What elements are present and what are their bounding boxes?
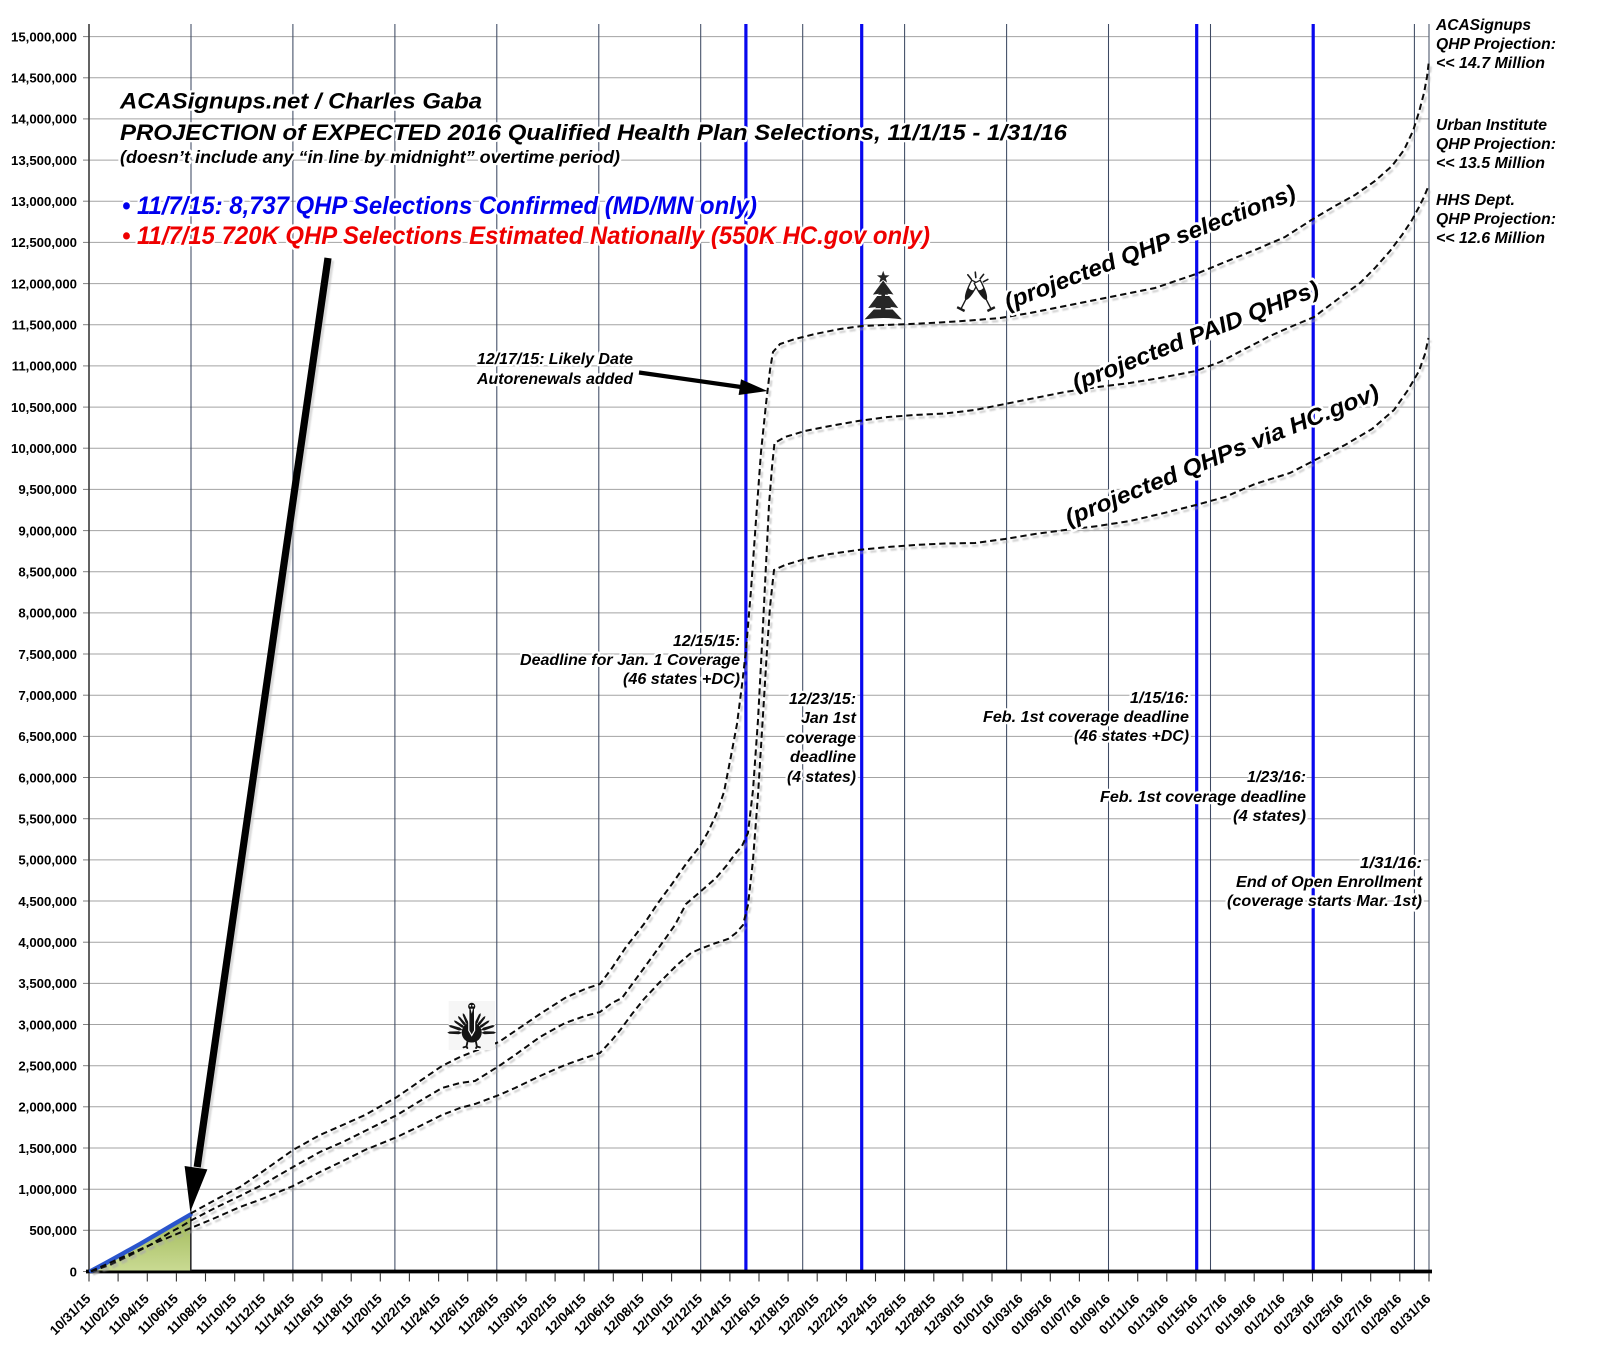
svg-text:1/31/16:: 1/31/16: <box>1360 855 1422 872</box>
svg-text:Deadline for Jan. 1 Coverage: Deadline for Jan. 1 Coverage <box>520 652 740 669</box>
svg-text:(coverage starts Mar. 1st): (coverage starts Mar. 1st) <box>1227 893 1422 910</box>
svg-text:10,500,000: 10,500,000 <box>11 400 77 415</box>
svg-text:Feb. 1st coverage deadline: Feb. 1st coverage deadline <box>1100 789 1306 806</box>
svg-text:1/31/16:: 1/31/16: <box>1360 855 1422 872</box>
svg-text:7,500,000: 7,500,000 <box>18 647 77 662</box>
svg-text:9,000,000: 9,000,000 <box>18 523 77 538</box>
svg-text:QHP Projection:: QHP Projection: <box>1436 211 1556 228</box>
svg-text:(46 states +DC): (46 states +DC) <box>1074 728 1189 745</box>
svg-text:End of Open Enrollment: End of Open Enrollment <box>1236 874 1423 891</box>
svg-text:PROJECTION of EXPECTED 2016 Qu: PROJECTION of EXPECTED 2016 Qualified He… <box>120 120 1068 145</box>
svg-text:12/23/15:: 12/23/15: <box>789 691 856 708</box>
svg-text:(4 states): (4 states) <box>1233 808 1306 825</box>
svg-text:1/23/16:: 1/23/16: <box>1247 769 1306 786</box>
svg-text:• 11/7/15 720K QHP Selections: • 11/7/15 720K QHP Selections Estimated … <box>122 222 930 250</box>
svg-text:deadline: deadline <box>790 749 856 766</box>
svg-text:QHP Projection:: QHP Projection: <box>1436 36 1556 53</box>
svg-text:deadline: deadline <box>790 749 856 766</box>
svg-text:Jan 1st: Jan 1st <box>801 710 857 727</box>
svg-text:13,500,000: 13,500,000 <box>11 153 77 168</box>
svg-text:Feb. 1st coverage deadline: Feb. 1st coverage deadline <box>983 709 1189 726</box>
svg-text:QHP Projection:: QHP Projection: <box>1436 211 1556 228</box>
svg-text:Autorenewals added: Autorenewals added <box>476 371 634 388</box>
svg-text:Autorenewals added: Autorenewals added <box>476 371 634 388</box>
svg-text:13,000,000: 13,000,000 <box>11 194 77 209</box>
svg-text:ACASignups: ACASignups <box>1435 17 1531 34</box>
svg-text:5,500,000: 5,500,000 <box>18 812 77 827</box>
svg-text:12/17/15: Likely Date: 12/17/15: Likely Date <box>477 351 633 368</box>
svg-text:(doesn’t include any “in line: (doesn’t include any “in line by midnigh… <box>120 147 620 167</box>
svg-text:12,500,000: 12,500,000 <box>11 235 77 250</box>
svg-text:(coverage starts Mar. 1st): (coverage starts Mar. 1st) <box>1227 893 1422 910</box>
svg-text:1,500,000: 1,500,000 <box>18 1141 77 1156</box>
svg-text:6,500,000: 6,500,000 <box>18 729 77 744</box>
svg-text:<< 13.5 Million: << 13.5 Million <box>1436 155 1545 172</box>
svg-text:3,500,000: 3,500,000 <box>18 976 77 991</box>
svg-text:<< 12.6 Million: << 12.6 Million <box>1436 230 1545 247</box>
svg-text:<< 12.6 Million: << 12.6 Million <box>1436 230 1545 247</box>
svg-text:12/17/15: Likely Date: 12/17/15: Likely Date <box>477 351 633 368</box>
svg-text:<< 13.5 Million: << 13.5 Million <box>1436 155 1545 172</box>
svg-text:2,000,000: 2,000,000 <box>18 1100 77 1115</box>
svg-text:• 11/7/15: 8,737 QHP Selection: • 11/7/15: 8,737 QHP Selections Confirme… <box>122 192 757 220</box>
svg-text:QHP Projection:: QHP Projection: <box>1436 136 1556 153</box>
svg-text:Feb. 1st coverage deadline: Feb. 1st coverage deadline <box>1100 789 1306 806</box>
svg-text:Jan 1st: Jan 1st <box>801 710 857 727</box>
svg-text:<< 14.7 Million: << 14.7 Million <box>1436 55 1545 72</box>
svg-text:14,500,000: 14,500,000 <box>11 71 77 86</box>
svg-text:Deadline for Jan. 1 Coverage: Deadline for Jan. 1 Coverage <box>520 652 740 669</box>
svg-text:12/15/15:: 12/15/15: <box>673 633 740 650</box>
svg-text:coverage: coverage <box>786 730 856 747</box>
svg-text:(4 states): (4 states) <box>1233 808 1306 825</box>
svg-text:9,500,000: 9,500,000 <box>18 482 77 497</box>
svg-text:8,000,000: 8,000,000 <box>18 606 77 621</box>
svg-text:QHP Projection:: QHP Projection: <box>1436 136 1556 153</box>
svg-text:15,000,000: 15,000,000 <box>11 29 77 44</box>
svg-text:(4 states): (4 states) <box>787 769 856 786</box>
svg-text:(4 states): (4 states) <box>787 769 856 786</box>
svg-text:1,000,000: 1,000,000 <box>18 1182 77 1197</box>
svg-text:4,500,000: 4,500,000 <box>18 894 77 909</box>
svg-text:ACASignups.net / Charles Gaba: ACASignups.net / Charles Gaba <box>119 89 482 114</box>
svg-text:6,000,000: 6,000,000 <box>18 770 77 785</box>
svg-text:14,000,000: 14,000,000 <box>11 112 77 127</box>
svg-text:(46 states +DC): (46 states +DC) <box>1074 728 1189 745</box>
svg-text:2,500,000: 2,500,000 <box>18 1059 77 1074</box>
svg-text:8,500,000: 8,500,000 <box>18 565 77 580</box>
svg-text:HHS Dept.: HHS Dept. <box>1436 192 1515 209</box>
svg-text:11,500,000: 11,500,000 <box>12 318 77 333</box>
svg-text:HHS Dept.: HHS Dept. <box>1436 192 1515 209</box>
svg-text:<< 14.7 Million: << 14.7 Million <box>1436 55 1545 72</box>
svg-text:Urban Institute: Urban Institute <box>1436 117 1547 134</box>
svg-text:• 11/7/15 720K QHP Selections: • 11/7/15 720K QHP Selections Estimated … <box>122 222 930 250</box>
svg-text:4,000,000: 4,000,000 <box>18 935 77 950</box>
svg-text:12,000,000: 12,000,000 <box>11 276 77 291</box>
svg-text:3,000,000: 3,000,000 <box>18 1017 77 1032</box>
svg-text:• 11/7/15: 8,737 QHP Selection: • 11/7/15: 8,737 QHP Selections Confirme… <box>122 192 757 220</box>
svg-text:7,000,000: 7,000,000 <box>18 688 77 703</box>
svg-text:12/23/15:: 12/23/15: <box>789 691 856 708</box>
svg-text:QHP Projection:: QHP Projection: <box>1436 36 1556 53</box>
svg-text:1/23/16:: 1/23/16: <box>1247 769 1306 786</box>
svg-text:Feb. 1st coverage deadline: Feb. 1st coverage deadline <box>983 709 1189 726</box>
svg-text:(46 states +DC): (46 states +DC) <box>623 671 740 688</box>
svg-text:(46 states +DC): (46 states +DC) <box>623 671 740 688</box>
svg-text:End of Open Enrollment: End of Open Enrollment <box>1236 874 1423 891</box>
svg-text:Urban Institute: Urban Institute <box>1436 117 1547 134</box>
svg-text:5,000,000: 5,000,000 <box>18 853 77 868</box>
svg-text:PROJECTION of EXPECTED 2016 Qu: PROJECTION of EXPECTED 2016 Qualified He… <box>120 120 1068 145</box>
svg-text:12/15/15:: 12/15/15: <box>673 633 740 650</box>
svg-text:ACASignups: ACASignups <box>1435 17 1531 34</box>
svg-text:0: 0 <box>70 1264 77 1279</box>
svg-text:500,000: 500,000 <box>29 1223 77 1238</box>
svg-text:ACASignups.net / Charles Gaba: ACASignups.net / Charles Gaba <box>119 89 482 114</box>
svg-text:(doesn’t include any “in line: (doesn’t include any “in line by midnigh… <box>120 147 620 167</box>
svg-text:11,000,000: 11,000,000 <box>12 359 77 374</box>
svg-text:1/15/16:: 1/15/16: <box>1130 690 1189 707</box>
svg-text:10,000,000: 10,000,000 <box>11 441 77 456</box>
svg-text:1/15/16:: 1/15/16: <box>1130 690 1189 707</box>
svg-text:coverage: coverage <box>786 730 856 747</box>
